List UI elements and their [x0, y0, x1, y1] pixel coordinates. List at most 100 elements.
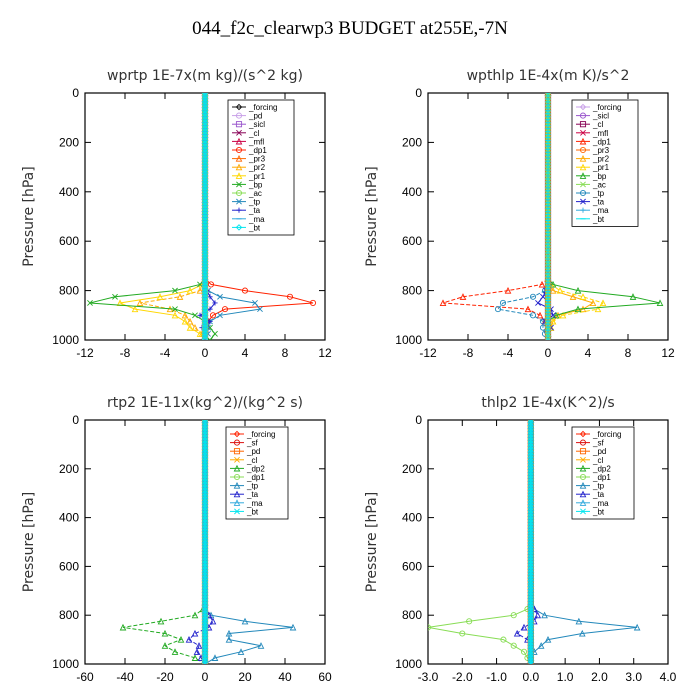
data-point [201, 312, 209, 319]
data-point [191, 654, 199, 661]
data-point [201, 205, 209, 212]
legend-entry: _bp [232, 180, 263, 189]
legend-marker [579, 430, 587, 438]
data-point [201, 315, 209, 322]
legend-label: _forcing [592, 103, 621, 112]
y-tick-label: 800 [402, 608, 422, 622]
data-point [559, 311, 567, 319]
x-tick-label: 60 [318, 670, 332, 684]
data-point [633, 623, 641, 631]
data-point [589, 299, 597, 306]
y-axis-label: Pressure [hPa] [21, 166, 37, 266]
x-tick-label: -4 [503, 346, 514, 360]
plot-frame [427, 419, 669, 665]
data-point [201, 157, 209, 165]
chart-panel-3: rtp2 1E-11x(kg^2)/(kg^2 s) Pressure [hPa]… [21, 395, 332, 684]
legend-entry: _forcing [576, 103, 621, 112]
legend-label: _dp1 [246, 473, 265, 482]
data-point [201, 249, 209, 257]
data-point [196, 330, 204, 337]
series-group [119, 420, 297, 664]
data-point [201, 291, 209, 298]
chart-panel-1: wprtp 1E-7x(m kg)/(s^2 kg) Pressure [hPa]… [21, 68, 332, 360]
data-point [510, 612, 517, 619]
legend-marker [235, 112, 243, 119]
panel-title: thlp2 1E-4x(K^2)/s [481, 395, 614, 411]
legend-entry: _sicl [232, 120, 265, 129]
x-tick-label: 4 [585, 346, 592, 360]
data-point [181, 317, 189, 325]
x-tick-label: -1.0 [486, 670, 507, 684]
legend-label: _sf [592, 439, 604, 448]
legend-label: _sicl [248, 120, 265, 129]
data-point [209, 312, 217, 319]
data-point [201, 146, 209, 153]
legend-label: _pr3 [248, 155, 266, 164]
legend-label: _mfl [592, 129, 608, 138]
data-point [594, 305, 602, 313]
legend-marker [235, 137, 243, 145]
data-point [499, 299, 507, 307]
data-point [201, 134, 209, 141]
y-tick-label: 0 [415, 86, 422, 100]
legend-entry: _dp2 [230, 464, 265, 473]
legend-label: _cl [592, 456, 603, 465]
legend-entry: _bt [576, 215, 605, 224]
series-pr1 [116, 93, 209, 340]
series-line [442, 93, 549, 340]
data-point [541, 611, 548, 619]
legend-entry: _mfl [232, 137, 264, 146]
legend-label: _mfl [248, 137, 264, 146]
chart-panel-4: thlp2 1E-4x(K^2)/s Pressure [hPa] 0 200 400 6… [364, 395, 677, 684]
data-point [538, 280, 546, 288]
panel-title: rtp2 1E-11x(kg^2)/(kg^2 s) [107, 395, 303, 411]
x-tick-label: -40 [116, 670, 134, 684]
data-point [112, 293, 118, 300]
legend-entry: _cl [576, 456, 603, 465]
data-point [599, 299, 607, 306]
data-point [201, 326, 209, 334]
panel-title: wpthlp 1E-4x(m K)/s^2 [467, 68, 630, 84]
y-tick-label: 200 [402, 135, 422, 149]
legend-marker [579, 490, 587, 498]
legend-entry: _tp [576, 189, 605, 198]
legend-label: _bt [592, 215, 605, 224]
legend-entry: _bt [230, 507, 259, 516]
data-point [201, 261, 209, 269]
data-point [504, 286, 512, 294]
series-line [122, 420, 206, 664]
data-point [534, 611, 542, 619]
series-bt [202, 420, 208, 664]
legend-label: _bt [246, 507, 259, 516]
y-tick-label: 400 [402, 511, 422, 525]
y-tick-label: 400 [402, 185, 422, 199]
legend-label: _bp [248, 180, 263, 189]
data-point [201, 264, 209, 272]
data-point [201, 128, 209, 135]
legend-marker [236, 129, 242, 136]
legend-marker [579, 103, 587, 111]
data-point [201, 217, 209, 224]
legend-label: _tp [246, 482, 259, 491]
x-tick-label: -12 [419, 346, 437, 360]
data-point [201, 223, 209, 230]
legend-marker [579, 112, 587, 119]
legend-entry: _cl [230, 456, 257, 465]
legend-marker [579, 481, 587, 489]
legend-entry: _tp [576, 482, 605, 491]
legend: _forcing_sf_pd_cl_dp2_dp1_tp_ta_ma_bt [225, 426, 289, 520]
data-point [201, 317, 209, 325]
y-tick-label: 200 [402, 462, 422, 476]
legend-entry: _pd [576, 447, 606, 456]
data-point [309, 299, 317, 307]
legend-marker [233, 481, 241, 489]
legend-marker [580, 181, 586, 188]
data-point [201, 234, 209, 242]
figure-title: 044_f2c_clearwp3 BUDGET at255E,-7N [192, 18, 508, 39]
legend-entry: _forcing [576, 430, 621, 439]
legend-marker [580, 207, 586, 213]
data-point [201, 166, 209, 174]
data-point [201, 184, 209, 192]
x-tick-label: 3.0 [625, 670, 642, 684]
